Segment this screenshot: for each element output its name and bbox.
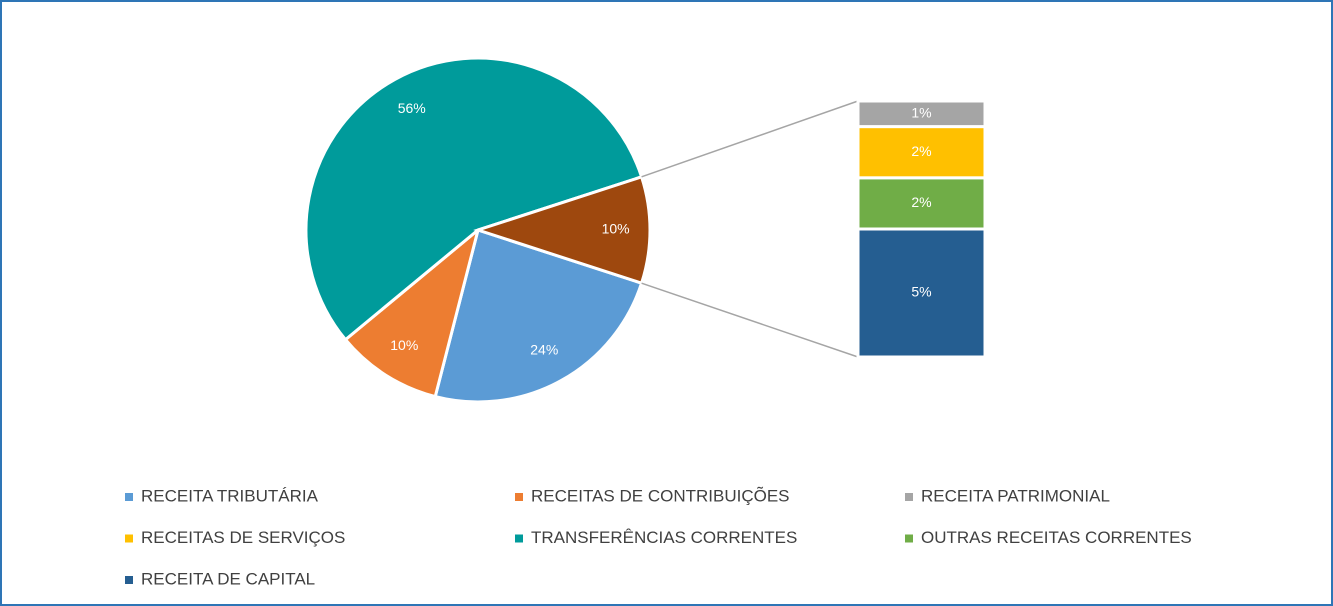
slice-label: 24% [530, 341, 558, 357]
segment-label: 2% [911, 143, 931, 159]
slice-label: 56% [398, 100, 426, 116]
bar-segment [856, 99, 987, 129]
legend-marker [515, 534, 523, 543]
legend-marker [905, 493, 913, 501]
segment-label: 1% [911, 105, 931, 121]
legend-label: TRANSFERÊNCIAS CORRENTES [531, 528, 797, 547]
pie-slice [304, 56, 644, 342]
legend-marker [125, 534, 133, 543]
legend-label: RECEITA PATRIMONIAL [921, 486, 1110, 505]
connector-line [641, 100, 859, 178]
segment-label: 2% [911, 194, 931, 210]
legend-marker [905, 534, 913, 543]
pie-slice [473, 174, 652, 286]
pie-slice [433, 228, 644, 404]
bar-segment [856, 227, 987, 359]
legend-marker [125, 493, 133, 501]
legend-marker [515, 493, 523, 501]
segment-label: 5% [911, 284, 931, 300]
pie-slice [343, 225, 481, 399]
legend-marker [125, 576, 133, 584]
legend-label: RECEITA DE CAPITAL [141, 569, 315, 588]
connector-line [641, 282, 859, 358]
slice-label: 10% [602, 221, 630, 237]
bar-segment [856, 176, 987, 231]
legend-label: RECEITAS DE CONTRIBUIÇÕES [531, 486, 790, 505]
bar-segment [856, 125, 987, 180]
legend-label: OUTRAS RECEITAS CORRENTES [921, 528, 1192, 547]
slice-label: 10% [390, 337, 418, 353]
legend-label: RECEITA TRIBUTÁRIA [141, 486, 319, 505]
legend-label: RECEITAS DE SERVIÇOS [141, 528, 345, 547]
